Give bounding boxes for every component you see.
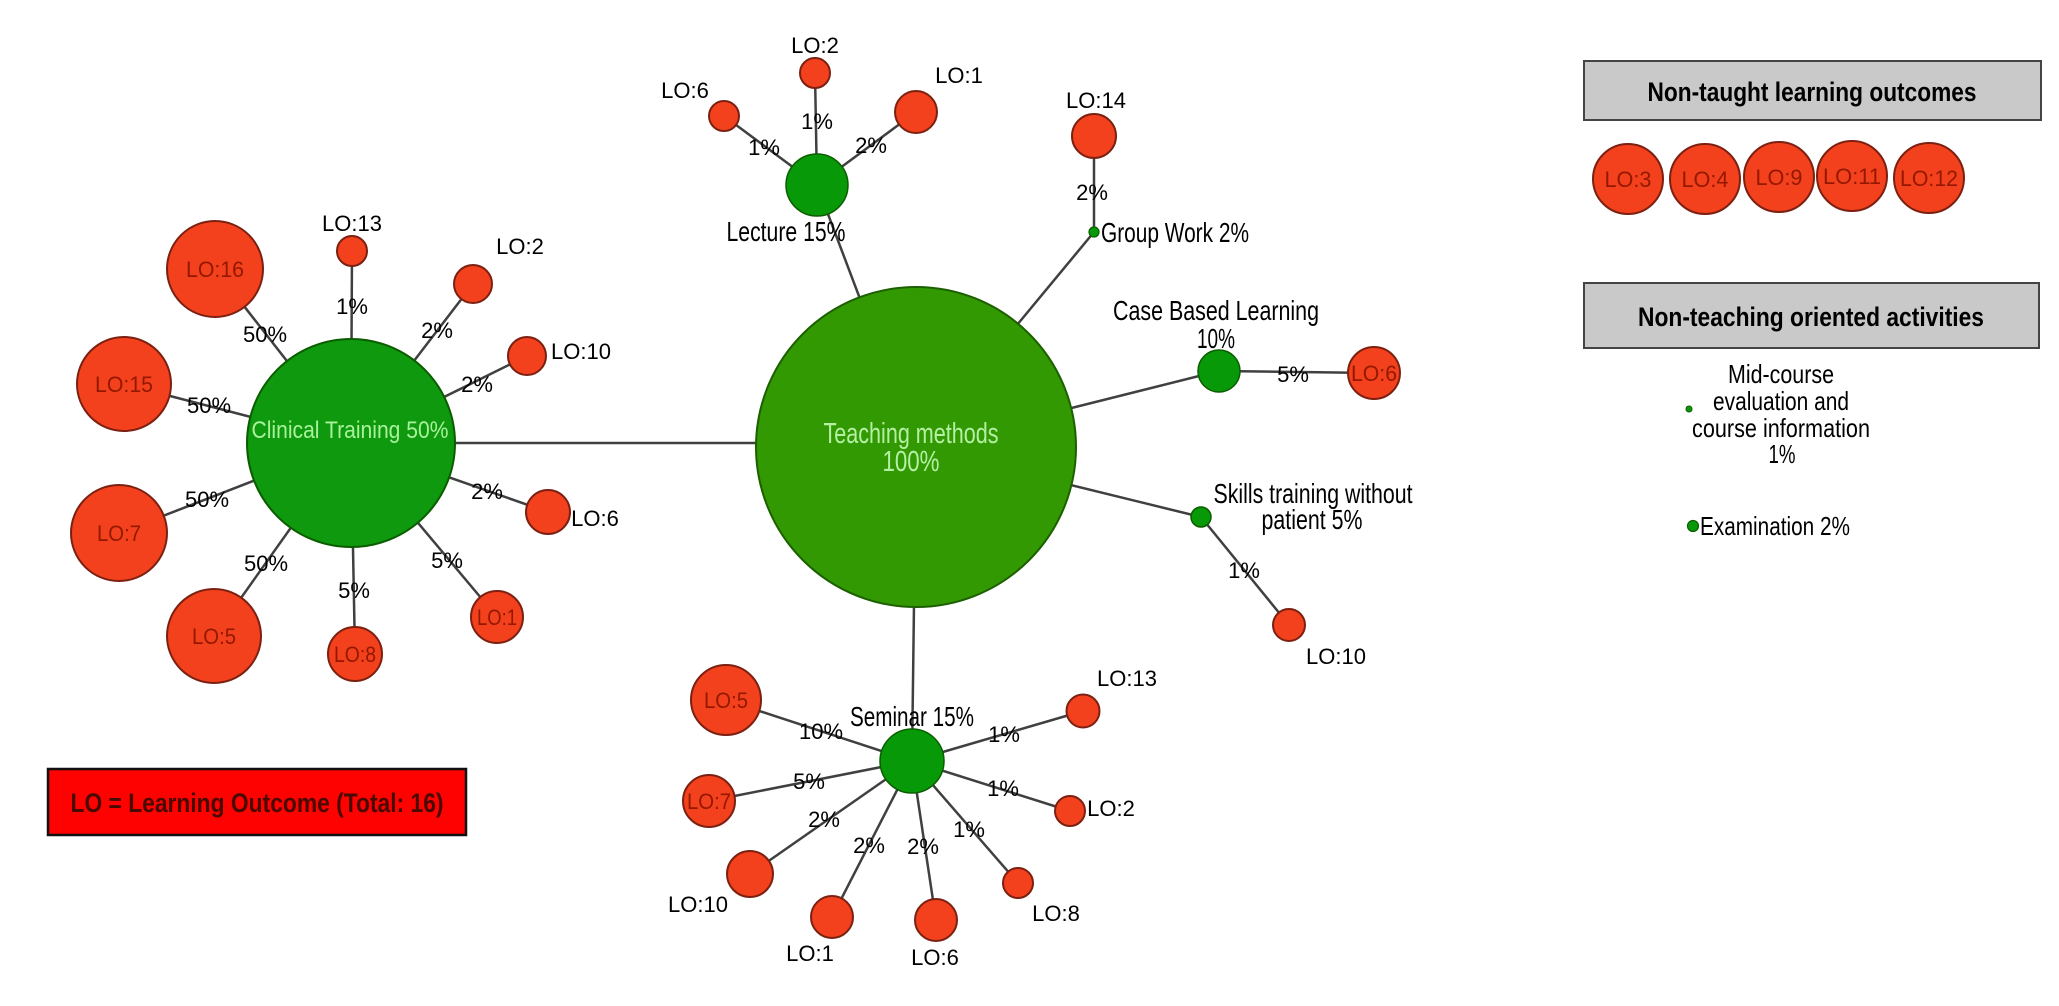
svg-text:2%: 2% xyxy=(471,479,503,504)
svg-text:LO:14: LO:14 xyxy=(1066,88,1126,113)
svg-text:evaluation and: evaluation and xyxy=(1713,386,1849,416)
svg-text:Mid-course: Mid-course xyxy=(1728,359,1834,389)
svg-text:1%: 1% xyxy=(1769,439,1796,469)
svg-text:Teaching methods: Teaching methods xyxy=(824,418,999,450)
svg-text:LO:5: LO:5 xyxy=(704,688,748,713)
svg-text:LO:1: LO:1 xyxy=(477,605,517,630)
svg-text:LO:6: LO:6 xyxy=(1351,361,1397,386)
svg-text:2%: 2% xyxy=(421,318,453,343)
svg-text:Examination 2%: Examination 2% xyxy=(1700,511,1850,541)
svg-text:LO:6: LO:6 xyxy=(571,506,619,531)
svg-text:LO:13: LO:13 xyxy=(322,211,382,236)
svg-text:LO:5: LO:5 xyxy=(192,624,236,649)
svg-text:LO:8: LO:8 xyxy=(1032,901,1080,926)
svg-text:1%: 1% xyxy=(1228,558,1260,583)
svg-text:Case Based Learning: Case Based Learning xyxy=(1113,295,1319,326)
svg-text:100%: 100% xyxy=(883,446,940,478)
svg-text:Skills training without: Skills training without xyxy=(1214,478,1413,509)
svg-text:patient 5%: patient 5% xyxy=(1262,504,1363,535)
svg-text:LO:9: LO:9 xyxy=(1756,165,1803,190)
svg-text:1%: 1% xyxy=(987,776,1019,801)
svg-text:5%: 5% xyxy=(793,769,825,794)
svg-text:1%: 1% xyxy=(801,109,833,134)
svg-text:LO:8: LO:8 xyxy=(334,642,376,667)
svg-text:Lecture 15%: Lecture 15% xyxy=(727,216,846,247)
svg-text:LO:10: LO:10 xyxy=(1306,644,1366,669)
svg-text:1%: 1% xyxy=(988,722,1020,747)
svg-text:LO:3: LO:3 xyxy=(1605,167,1652,192)
svg-text:LO:6: LO:6 xyxy=(661,78,709,103)
svg-text:Non-taught learning outcomes: Non-taught learning outcomes xyxy=(1648,77,1977,107)
svg-text:10%: 10% xyxy=(799,719,843,744)
svg-text:LO:15: LO:15 xyxy=(95,372,153,397)
svg-text:1%: 1% xyxy=(953,817,985,842)
svg-text:LO:10: LO:10 xyxy=(551,339,611,364)
svg-text:1%: 1% xyxy=(748,135,780,160)
svg-text:Non-teaching oriented activiti: Non-teaching oriented activities xyxy=(1638,302,1984,332)
svg-text:LO:2: LO:2 xyxy=(1087,796,1135,821)
svg-text:5%: 5% xyxy=(431,548,463,573)
svg-text:LO = Learning Outcome (Total:: LO = Learning Outcome (Total: 16) xyxy=(71,788,444,818)
svg-text:LO:13: LO:13 xyxy=(1097,666,1157,691)
svg-text:2%: 2% xyxy=(855,133,887,158)
svg-text:Clinical Training 50%: Clinical Training 50% xyxy=(252,417,449,444)
svg-text:2%: 2% xyxy=(808,807,840,832)
svg-text:10%: 10% xyxy=(1197,323,1235,354)
svg-text:LO:2: LO:2 xyxy=(791,33,839,58)
svg-text:50%: 50% xyxy=(185,487,229,512)
svg-text:LO:7: LO:7 xyxy=(687,789,731,814)
svg-text:2%: 2% xyxy=(1076,180,1108,205)
svg-text:LO:7: LO:7 xyxy=(97,521,141,546)
svg-text:50%: 50% xyxy=(244,551,288,576)
svg-text:LO:10: LO:10 xyxy=(668,892,728,917)
svg-text:2%: 2% xyxy=(907,834,939,859)
svg-text:Group Work 2%: Group Work 2% xyxy=(1101,217,1249,248)
svg-text:50%: 50% xyxy=(187,393,231,418)
svg-text:LO:1: LO:1 xyxy=(786,941,834,966)
svg-text:LO:2: LO:2 xyxy=(496,234,544,259)
svg-text:LO:11: LO:11 xyxy=(1823,164,1881,189)
svg-text:LO:12: LO:12 xyxy=(1900,166,1958,191)
svg-text:50%: 50% xyxy=(243,322,287,347)
svg-text:LO:6: LO:6 xyxy=(911,945,959,970)
svg-text:2%: 2% xyxy=(853,833,885,858)
svg-text:2%: 2% xyxy=(461,372,493,397)
svg-text:course information: course information xyxy=(1692,413,1870,443)
svg-text:LO:1: LO:1 xyxy=(935,63,983,88)
svg-text:Seminar 15%: Seminar 15% xyxy=(850,701,974,732)
svg-text:LO:16: LO:16 xyxy=(186,257,244,282)
svg-text:LO:4: LO:4 xyxy=(1682,167,1729,192)
svg-text:1%: 1% xyxy=(336,294,368,319)
svg-text:5%: 5% xyxy=(1277,362,1309,387)
svg-text:5%: 5% xyxy=(338,578,370,603)
